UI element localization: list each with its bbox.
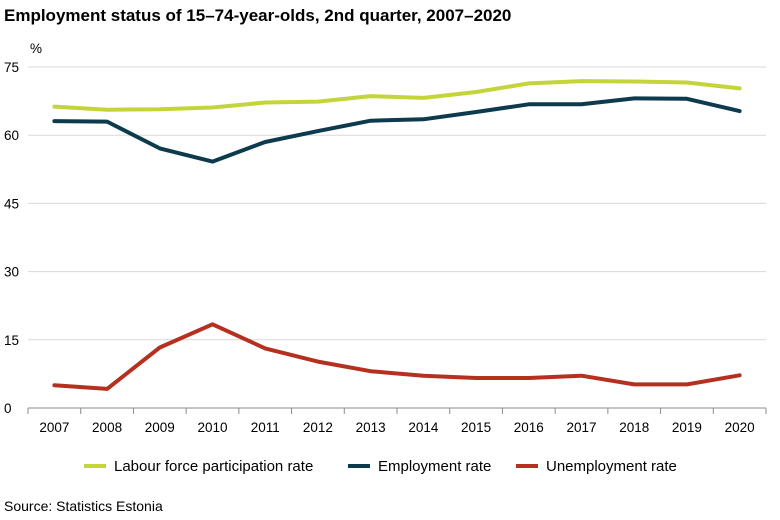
- x-tick-label: 2018: [619, 420, 649, 435]
- y-tick-label: 45: [4, 196, 19, 211]
- x-axis: 2007 2008 2009 2010 2011 2012 2013 2014 2015 2016…: [27, 407, 767, 435]
- x-tick-label: 2007: [39, 420, 69, 435]
- x-tick-label: 2009: [145, 420, 175, 435]
- y-tick-label: 15: [4, 333, 19, 348]
- legend-label: Labour force participation rate: [114, 458, 313, 475]
- source-note: Source: Statistics Estonia: [4, 498, 163, 514]
- chart-title: Employment status of 15–74-year-olds, 2n…: [4, 6, 512, 25]
- x-tick-label: 2010: [197, 420, 227, 435]
- y-tick-label: 30: [4, 265, 19, 280]
- x-tick-label: 2012: [303, 420, 333, 435]
- x-tick-label: 2015: [461, 420, 491, 435]
- y-axis-label: %: [30, 41, 42, 56]
- x-tick-label: 2008: [92, 420, 122, 435]
- y-tick-label: 60: [4, 128, 19, 143]
- y-axis-ticks: 0 15 30 45 60 75: [4, 60, 19, 416]
- legend: Labour force participation rate Employmen…: [84, 458, 677, 475]
- x-tick-label: 2019: [672, 420, 702, 435]
- series-line: [52, 96, 742, 164]
- x-tick-label: 2014: [408, 420, 439, 435]
- x-tick-label: 2011: [251, 420, 280, 435]
- series-line: [52, 79, 742, 112]
- legend-label: Employment rate: [378, 458, 491, 475]
- x-tick-label: 2013: [356, 420, 386, 435]
- x-tick-label: 2020: [725, 420, 755, 435]
- series-line: [52, 322, 742, 391]
- y-tick-label: 75: [4, 60, 19, 75]
- legend-label: Unemployment rate: [546, 458, 677, 475]
- x-tick-label: 2017: [566, 420, 596, 435]
- gridlines: [28, 66, 766, 341]
- y-tick-label: 0: [4, 401, 12, 416]
- series-lines: [52, 79, 742, 391]
- x-tick-label: 2016: [514, 420, 544, 435]
